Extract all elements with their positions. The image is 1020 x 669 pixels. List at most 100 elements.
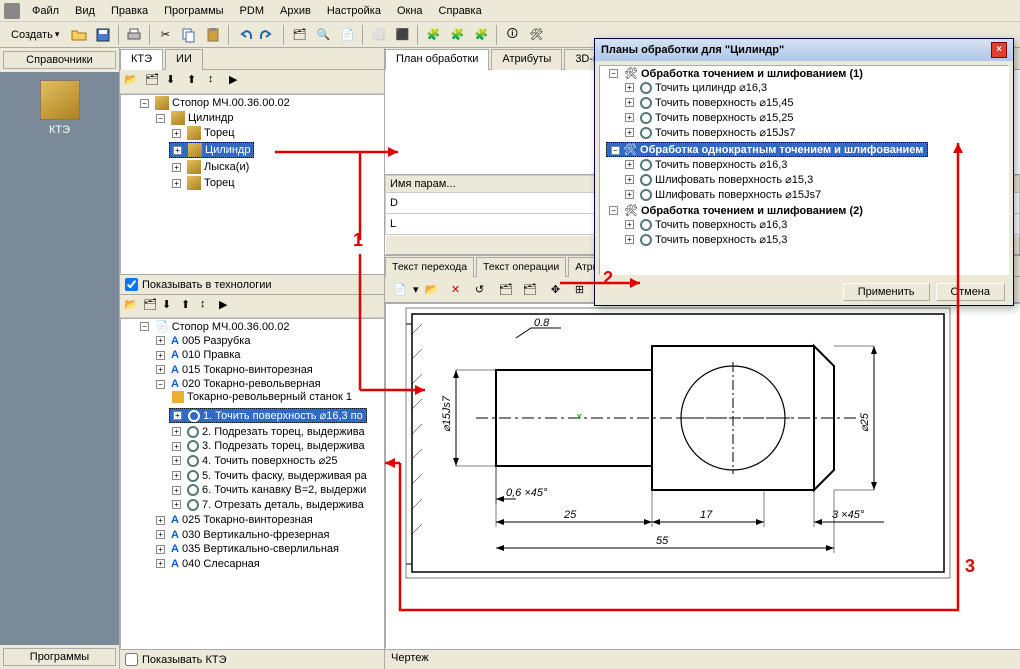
dlg-g2-0[interactable]: Точить поверхность ⌀16,3: [655, 158, 787, 171]
tb-copy-icon[interactable]: [178, 24, 200, 46]
tb-paste-icon[interactable]: [202, 24, 224, 46]
show-in-tech-checkbox[interactable]: [125, 278, 138, 291]
tree1[interactable]: − Стопор МЧ.00.36.00.02 − Цилиндр + Торе…: [120, 94, 384, 274]
dlg-g3[interactable]: Обработка точением и шлифованием (2): [641, 205, 863, 217]
op-020-6[interactable]: 6. Точить канавку B=2, выдержи: [202, 484, 366, 496]
menu-file[interactable]: Файл: [24, 3, 67, 19]
dtb-4[interactable]: ↺: [469, 279, 491, 301]
t2tb-ic3[interactable]: ⬇: [162, 298, 178, 314]
dialog-tree[interactable]: −🛠 Обработка точением и шлифованием (1) …: [599, 65, 1009, 275]
bottom-tab-drawing[interactable]: Чертеж: [385, 649, 1020, 669]
op-005[interactable]: 005 Разрубка: [182, 335, 251, 347]
dtb-7[interactable]: ✥: [545, 279, 567, 301]
tb-save-icon[interactable]: [92, 24, 114, 46]
op-020-7[interactable]: 7. Отрезать деталь, выдержива: [202, 499, 364, 511]
dlg-g3-1[interactable]: Точить поверхность ⌀15,3: [655, 233, 787, 246]
tb-ic6[interactable]: 🧩: [422, 24, 444, 46]
dtb-1[interactable]: 📄: [389, 279, 411, 301]
t2tb-ic5[interactable]: ↕: [200, 298, 216, 314]
tab-attrs[interactable]: Атрибуты: [491, 49, 562, 70]
dlg-g1-2[interactable]: Точить поверхность ⌀15,25: [655, 111, 794, 124]
ttb-ic6[interactable]: ▶: [229, 73, 247, 91]
op-025[interactable]: 025 Токарно-винторезная: [182, 514, 313, 526]
dtb-5[interactable]: 🗂: [495, 279, 517, 301]
tree2-root[interactable]: Стопор МЧ.00.36.00.02: [172, 321, 290, 333]
tb-open-icon[interactable]: [68, 24, 90, 46]
menu-help[interactable]: Справка: [431, 3, 490, 19]
menu-archive[interactable]: Архив: [272, 3, 319, 19]
t2tb-ic2[interactable]: 🗂: [143, 298, 159, 314]
tb-undo-icon[interactable]: [233, 24, 255, 46]
dtb-6[interactable]: 🗂: [519, 279, 541, 301]
t2tb-ic6[interactable]: ▶: [219, 298, 235, 314]
t2tb-ic4[interactable]: ⬆: [181, 298, 197, 314]
op-030[interactable]: 030 Вертикально-фрезерная: [182, 529, 329, 541]
tb-redo-icon[interactable]: [257, 24, 279, 46]
tb-print-icon[interactable]: [123, 24, 145, 46]
op-040[interactable]: 040 Слесарная: [182, 558, 260, 570]
dlg-g1-3[interactable]: Точить поверхность ⌀15Js7: [655, 126, 795, 139]
drawing-area[interactable]: 0.8 ⌀15Js7 ⌀25 0,6 ×45° 25: [385, 303, 1020, 649]
tb-ic7[interactable]: 🧩: [446, 24, 468, 46]
cancel-button[interactable]: Отмена: [936, 283, 1005, 301]
show-kte-checkbox[interactable]: [125, 653, 138, 666]
menu-settings[interactable]: Настройка: [319, 3, 389, 19]
tree1-n14[interactable]: Торец: [204, 177, 235, 189]
menu-programs[interactable]: Программы: [156, 3, 231, 19]
op-015[interactable]: 015 Токарно-винторезная: [182, 364, 313, 376]
tb-ic9[interactable]: 🛈: [501, 24, 523, 46]
tab-kte[interactable]: КТЭ: [120, 49, 163, 70]
t2tb-ic1[interactable]: 📂: [124, 298, 140, 314]
ttb-ic5[interactable]: ↕: [208, 73, 226, 91]
apply-button[interactable]: Применить: [843, 283, 930, 301]
op-020[interactable]: 020 Токарно-револьверная: [182, 378, 321, 390]
op-010[interactable]: 010 Правка: [182, 349, 241, 361]
tree1-n1[interactable]: Цилиндр: [188, 112, 233, 124]
tab-catalogs[interactable]: Справочники: [3, 51, 116, 69]
menu-pdm[interactable]: PDM: [232, 3, 272, 19]
tb-ic3[interactable]: 📄: [336, 24, 358, 46]
tab-transition[interactable]: Текст перехода: [385, 257, 474, 277]
create-button[interactable]: Создать▾: [4, 24, 66, 46]
dialog-titlebar[interactable]: Планы обработки для "Цилиндр" ×: [595, 39, 1013, 61]
dlg-g1-1[interactable]: Точить поверхность ⌀15,45: [655, 96, 794, 109]
tree1-n13[interactable]: Лыска(и): [204, 161, 249, 173]
tab-ii[interactable]: ИИ: [165, 49, 203, 70]
dlg-g1[interactable]: Обработка точением и шлифованием (1): [641, 68, 863, 80]
dialog-close-icon[interactable]: ×: [991, 42, 1007, 58]
op-020-2[interactable]: 2. Подрезать торец, выдержива: [202, 426, 365, 438]
op-020-3[interactable]: 3. Подрезать торец, выдержива: [202, 440, 365, 452]
ttb-ic3[interactable]: ⬇: [166, 73, 184, 91]
dtb-3[interactable]: ✕: [445, 279, 467, 301]
tree1-root[interactable]: Стопор МЧ.00.36.00.02: [172, 97, 290, 109]
tb-ic1[interactable]: 🗂: [288, 24, 310, 46]
tab-operation[interactable]: Текст операции: [476, 257, 566, 277]
dtb-2[interactable]: 📂: [421, 279, 443, 301]
op-020-4[interactable]: 4. Точить поверхность ⌀25: [202, 454, 337, 467]
kte-icon[interactable]: [40, 80, 80, 120]
ttb-ic1[interactable]: 📂: [124, 73, 142, 91]
tb-cut-icon[interactable]: ✂: [154, 24, 176, 46]
tree2-selected[interactable]: + 1. Точить поверхность ⌀16,3 по: [169, 408, 367, 423]
dlg-g2-1[interactable]: Шлифовать поверхность ⌀15,3: [655, 173, 813, 186]
tree1-n11[interactable]: Торец: [204, 127, 235, 139]
dlg-selected[interactable]: −🛠 Обработка однократным точением и шлиф…: [606, 142, 928, 157]
dlg-g1-0[interactable]: Точить цилиндр ⌀16,3: [655, 81, 767, 94]
tb-ic10[interactable]: 🛠: [525, 24, 547, 46]
op-020-5[interactable]: 5. Точить фаску, выдерживая ра: [202, 470, 367, 482]
dlg-g3-0[interactable]: Точить поверхность ⌀16,3: [655, 218, 787, 231]
menu-edit[interactable]: Правка: [103, 3, 156, 19]
menu-view[interactable]: Вид: [67, 3, 103, 19]
ttb-ic4[interactable]: ⬆: [187, 73, 205, 91]
op-035[interactable]: 035 Вертикально-сверлильная: [182, 543, 339, 555]
tree1-selected[interactable]: + Цилиндр: [169, 142, 254, 158]
tb-ic4[interactable]: ⬜: [367, 24, 389, 46]
dlg-g2-2[interactable]: Шлифовать поверхность ⌀15Js7: [655, 188, 821, 201]
menu-windows[interactable]: Окна: [389, 3, 431, 19]
tb-ic5[interactable]: ⬛: [391, 24, 413, 46]
tab-programs[interactable]: Программы: [3, 648, 116, 666]
tab-plan[interactable]: План обработки: [385, 49, 489, 70]
tb-ic8[interactable]: 🧩: [470, 24, 492, 46]
ttb-ic2[interactable]: 🗂: [145, 73, 163, 91]
tb-ic2[interactable]: 🔍: [312, 24, 334, 46]
